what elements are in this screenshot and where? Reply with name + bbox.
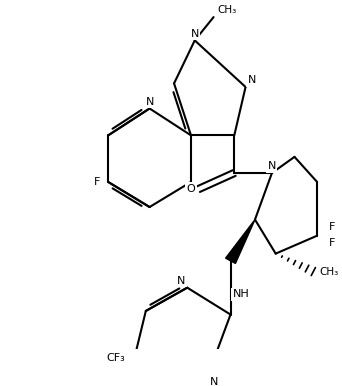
Text: F: F [328,238,335,248]
Text: F: F [94,177,101,187]
Text: CF₃: CF₃ [106,352,125,362]
Text: CH₃: CH₃ [217,5,237,15]
Text: O: O [186,184,195,194]
Text: NH: NH [233,290,249,300]
Text: N: N [210,377,218,386]
Text: N: N [268,161,276,171]
Polygon shape [226,220,255,263]
Text: F: F [328,222,335,232]
Text: N: N [145,97,154,107]
Text: N: N [177,276,185,286]
Text: CH₃: CH₃ [319,267,338,276]
Text: N: N [187,184,195,194]
Text: N: N [248,75,256,85]
Text: N: N [190,29,199,39]
